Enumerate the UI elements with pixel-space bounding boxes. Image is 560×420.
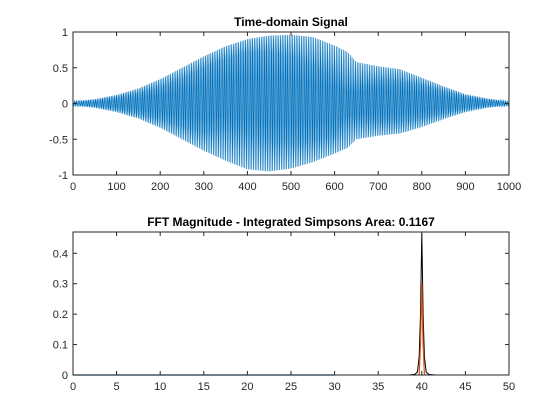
fft-simpson-fill-line — [418, 283, 426, 376]
fft-x-tick-label: 20 — [241, 381, 253, 393]
fft-x-tick-label: 10 — [154, 381, 166, 393]
fft-x-tick-label: 45 — [459, 381, 471, 393]
fft-x-tick-label: 15 — [198, 381, 210, 393]
fft-y-tick-label: 0.1 — [53, 340, 68, 352]
fft-x-tick-label: 0 — [70, 381, 76, 393]
time-domain-x-ticks: 0 100 200 300 400 500 600 700 800 900 1000 — [70, 32, 521, 193]
fft-y-tick-label: 0.2 — [53, 309, 68, 321]
time-domain-y-tick-label: 1 — [62, 27, 68, 39]
time-domain-x-tick-label: 700 — [369, 181, 387, 193]
fft-y-ticks: 0 0.1 0.2 0.3 0.4 — [53, 248, 509, 382]
fft-title: FFT Magnitude - Integrated Simpsons Area… — [147, 215, 435, 229]
time-domain-x-tick-label: 800 — [413, 181, 431, 193]
fft-y-tick-label: 0.3 — [53, 279, 68, 291]
time-domain-x-tick-label: 900 — [456, 181, 474, 193]
fft-x-tick-label: 30 — [328, 381, 340, 393]
time-domain-title: Time-domain Signal — [234, 15, 348, 29]
time-domain-x-tick-label: 100 — [107, 181, 125, 193]
time-domain-x-tick-label: 300 — [195, 181, 213, 193]
time-domain-x-tick-label: 500 — [282, 181, 300, 193]
time-domain-axes: Time-domain Signal 0 100 200 300 400 500 600 70… — [49, 15, 521, 193]
fft-x-tick-label: 25 — [285, 381, 297, 393]
fft-x-tick-label: 5 — [114, 381, 120, 393]
fft-x-tick-label: 50 — [503, 381, 515, 393]
fft-magnitude-axes: FFT Magnitude - Integrated Simpsons Area… — [53, 215, 515, 393]
fft-y-tick-label: 0.4 — [53, 248, 68, 260]
fft-x-ticks: 0 5 10 15 20 25 30 35 40 45 50 — [70, 232, 515, 393]
time-domain-y-ticks: -1 -0.5 0 0.5 1 — [49, 27, 509, 182]
time-domain-y-tick-label: -1 — [58, 170, 68, 182]
fft-plot-area — [73, 232, 509, 375]
time-domain-x-tick-label: 200 — [151, 181, 169, 193]
time-domain-y-tick-label: 0 — [62, 99, 68, 111]
fft-y-tick-label: 0 — [62, 370, 68, 382]
time-domain-x-tick-label: 400 — [238, 181, 256, 193]
time-domain-x-tick-label: 600 — [325, 181, 343, 193]
fft-x-tick-label: 35 — [372, 381, 384, 393]
time-domain-x-tick-label: 0 — [70, 181, 76, 193]
time-domain-x-tick-label: 1000 — [497, 181, 521, 193]
time-domain-y-tick-label: -0.5 — [49, 134, 68, 146]
fft-x-tick-label: 40 — [416, 381, 428, 393]
time-domain-y-tick-label: 0.5 — [53, 63, 68, 75]
